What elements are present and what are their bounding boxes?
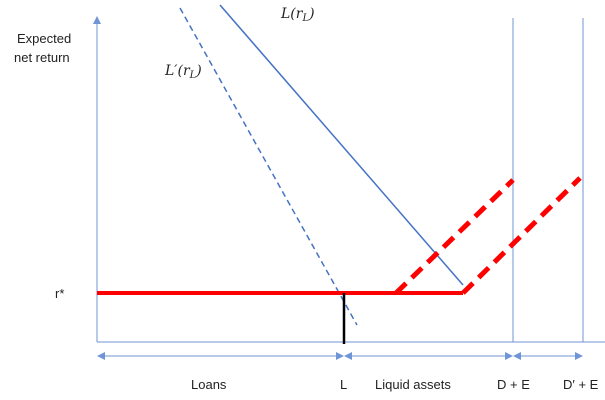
x-label-liquid-assets: Liquid assets (375, 377, 451, 392)
x-label-d-prime-plus-e: D′ + E (563, 377, 599, 392)
return-line-dashed-rise-2 (461, 176, 582, 295)
curve-l-label: L(rL) (281, 6, 315, 24)
curve-l-name: L (281, 6, 291, 22)
y-axis-label-line1: Expected (17, 31, 72, 46)
curve-l-prime-dashed (179, 7, 358, 326)
r-star-label: r* (55, 286, 65, 301)
x-label-d-plus-e: D + E (497, 377, 530, 392)
curve-l-arg: r (295, 6, 303, 22)
curve-l-prime-name: L′ (165, 63, 178, 79)
curve-l-prime-arg: r (182, 63, 190, 79)
curve-l-prime-label: L′(rL) (165, 63, 202, 81)
y-axis-label-line2: net return (14, 50, 70, 65)
curve-l-prime-arg-subscript: L (189, 70, 197, 81)
return-line-dashed-rise-1 (394, 178, 515, 295)
curve-l-solid (219, 4, 464, 286)
x-label-l: L (340, 377, 348, 392)
curve-l-arg-subscript: L (302, 13, 310, 24)
x-label-loans: Loans (191, 377, 227, 392)
